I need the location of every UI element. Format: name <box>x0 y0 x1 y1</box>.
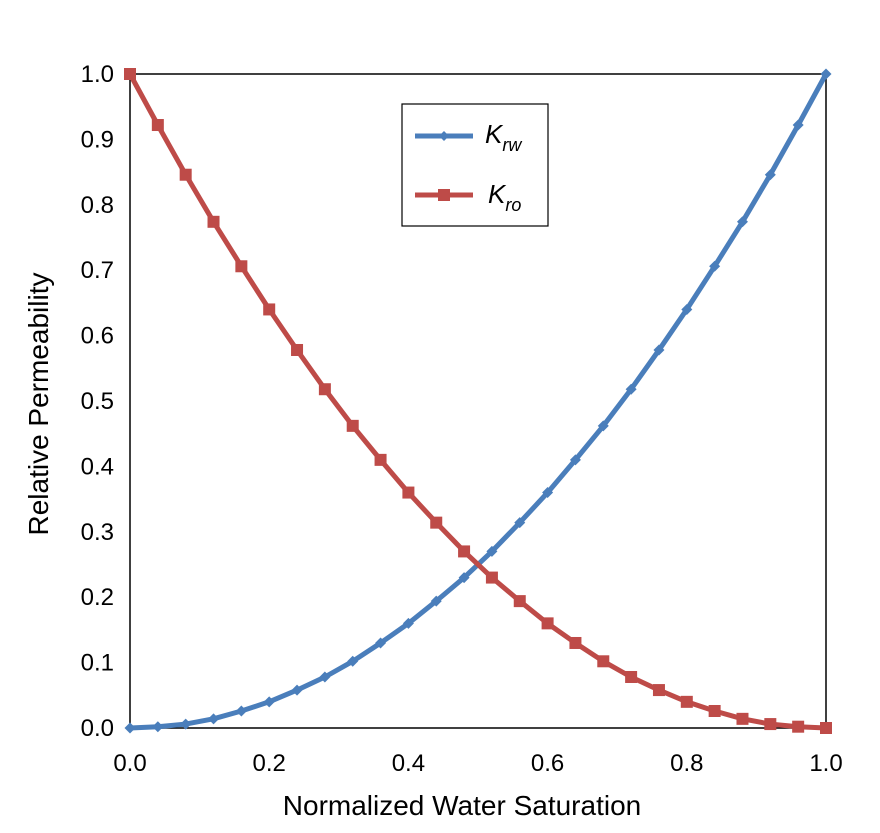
data-point-ro <box>792 720 805 733</box>
data-point-ro <box>263 303 276 316</box>
y-axis-title: Relative Permeability <box>23 273 54 536</box>
x-tick-label: 1.0 <box>809 750 842 777</box>
data-point-rw <box>514 517 526 529</box>
data-point-rw <box>792 119 804 131</box>
y-tick-label: 0.7 <box>81 257 114 284</box>
y-tick-label: 0.6 <box>81 323 114 350</box>
data-point-rw <box>430 595 442 607</box>
data-point-rw <box>235 705 247 717</box>
data-point-rw <box>458 572 470 584</box>
data-point-rw <box>347 655 359 667</box>
data-point-rw <box>569 454 581 466</box>
data-point-rw <box>709 260 721 272</box>
legend: Krw Kro <box>401 103 549 227</box>
data-point-ro <box>569 636 582 649</box>
data-point-ro <box>652 684 665 697</box>
legend-kro-marker <box>438 189 450 201</box>
data-point-rw <box>597 420 609 432</box>
y-tick-label: 0.8 <box>81 192 114 219</box>
x-tick-label: 0.4 <box>392 750 425 777</box>
x-axis-title: Normalized Water Saturation <box>283 790 641 821</box>
data-point-ro <box>124 68 136 80</box>
data-point-rw <box>208 713 220 725</box>
data-point-rw <box>319 671 331 683</box>
data-point-ro <box>597 655 610 668</box>
data-point-ro <box>291 343 304 356</box>
data-point-rw <box>764 169 776 181</box>
data-point-ro <box>708 704 721 717</box>
series-layer <box>124 68 832 734</box>
data-point-ro <box>513 595 526 608</box>
data-point-rw <box>542 487 554 499</box>
legend-krw-label: Krw <box>485 119 522 155</box>
legend-kro-label: Kro <box>488 179 521 215</box>
data-point-ro <box>374 453 387 466</box>
data-point-ro <box>346 419 359 432</box>
data-point-ro <box>235 260 248 273</box>
data-point-ro <box>318 383 331 396</box>
y-tick-label: 0.4 <box>81 453 114 480</box>
y-axis-ticks: 0.0 0.1 0.2 0.3 0.4 0.5 0.6 0.7 0.8 0.9 1.0 <box>81 61 114 742</box>
x-axis-ticks: 0.0 0.2 0.4 0.6 0.8 1.0 <box>113 750 842 777</box>
data-point-rw <box>736 216 748 228</box>
data-point-rw <box>375 637 387 649</box>
y-tick-label: 0.3 <box>81 519 114 546</box>
data-point-ro <box>485 571 498 584</box>
data-point-ro <box>541 617 554 630</box>
x-tick-label: 0.2 <box>253 750 286 777</box>
data-point-ro <box>680 695 693 708</box>
data-point-rw <box>291 684 303 696</box>
data-point-rw <box>263 696 275 708</box>
y-tick-label: 0.5 <box>81 388 114 415</box>
data-point-ro <box>820 722 832 734</box>
data-point-ro <box>764 718 777 731</box>
data-point-ro <box>736 712 749 725</box>
data-point-ro <box>625 670 638 683</box>
x-tick-label: 0.6 <box>531 750 564 777</box>
data-point-ro <box>430 516 443 529</box>
data-point-rw <box>180 718 192 730</box>
data-point-rw <box>486 545 498 557</box>
y-tick-label: 1.0 <box>81 61 114 88</box>
data-point-rw <box>402 617 414 629</box>
y-tick-label: 0.2 <box>81 584 114 611</box>
data-point-ro <box>402 486 415 499</box>
data-point-ro <box>207 215 220 228</box>
data-point-ro <box>458 545 471 558</box>
data-point-rw <box>653 344 665 356</box>
data-point-rw <box>152 721 164 733</box>
y-tick-label: 0.0 <box>81 715 114 742</box>
y-tick-label: 0.1 <box>81 650 114 677</box>
plot-area-frame <box>129 73 827 729</box>
data-point-ro <box>151 119 164 132</box>
data-point-rw <box>625 383 637 395</box>
data-point-rw <box>820 68 832 80</box>
x-tick-label: 0.0 <box>113 750 146 777</box>
legend-krw-marker <box>439 131 449 141</box>
x-tick-label: 0.8 <box>670 750 703 777</box>
legend-box <box>401 103 549 227</box>
y-tick-label: 0.9 <box>81 126 114 153</box>
data-point-rw <box>124 722 136 734</box>
data-point-ro <box>179 168 192 181</box>
data-point-rw <box>681 303 693 315</box>
